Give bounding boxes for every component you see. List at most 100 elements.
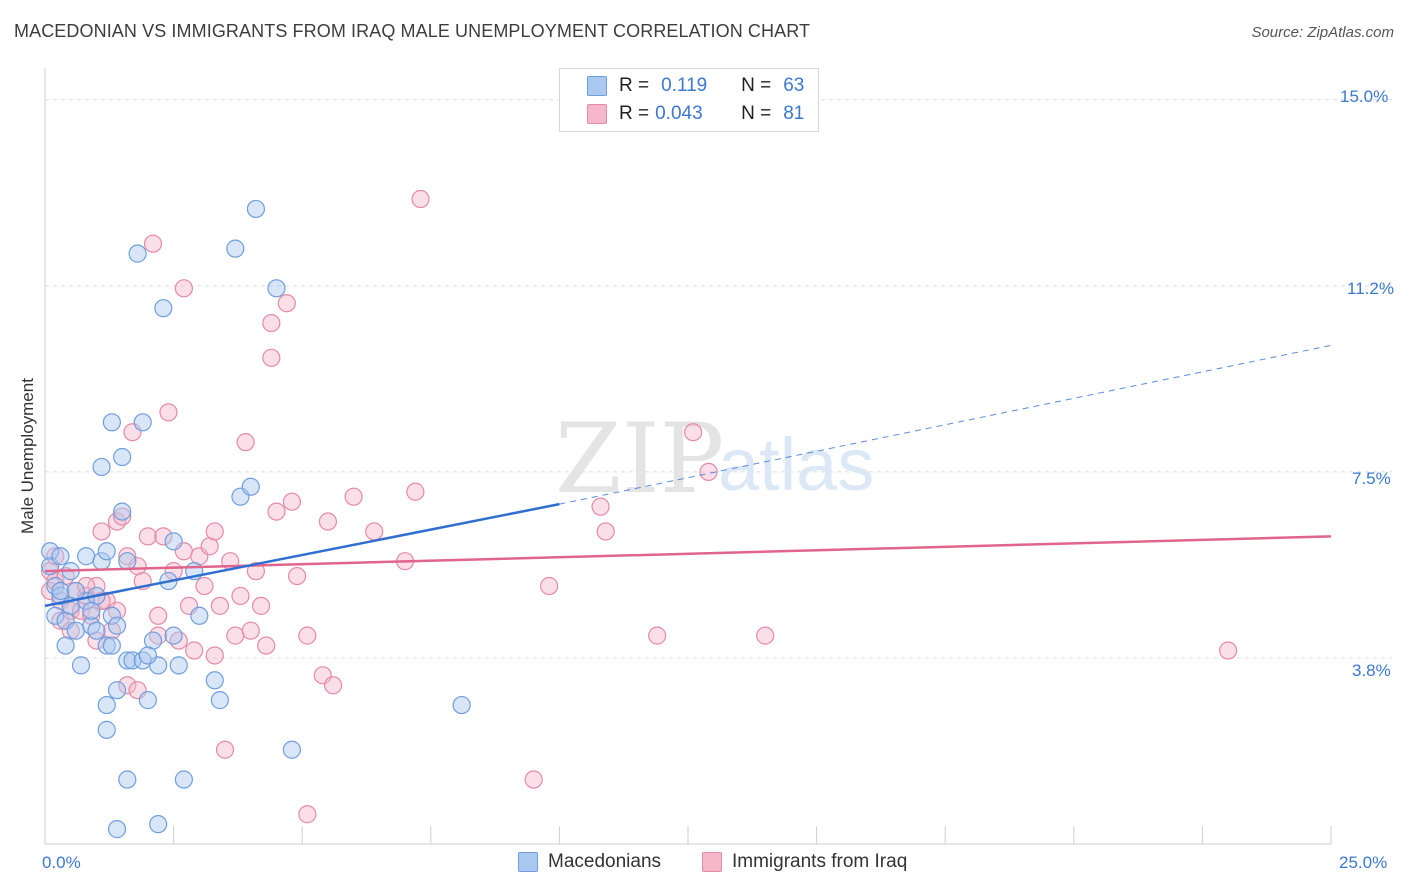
macedonian-point bbox=[190, 606, 209, 625]
n-value: 63 bbox=[783, 75, 805, 96]
iraq-trend-line bbox=[44, 535, 1332, 573]
chart-title: MACEDONIAN VS IMMIGRANTS FROM IRAQ MALE … bbox=[14, 21, 811, 41]
iraq-point bbox=[174, 279, 193, 298]
macedonian-point bbox=[226, 239, 245, 258]
iraq-point bbox=[154, 527, 173, 546]
r-label: R = bbox=[619, 75, 650, 96]
iraq-point bbox=[262, 313, 281, 333]
macedonian-point bbox=[174, 770, 193, 789]
macedonian-point bbox=[154, 299, 173, 318]
iraq-point bbox=[591, 497, 610, 516]
iraq-point bbox=[205, 522, 224, 541]
legend-row-iraq: R = 0.043 N = 81 bbox=[560, 101, 804, 127]
macedonian-point bbox=[102, 413, 121, 432]
macedonian-point bbox=[452, 695, 471, 715]
iraq-point bbox=[298, 626, 317, 645]
macedonian-point bbox=[102, 636, 121, 655]
macedonian-point bbox=[138, 646, 157, 665]
iraq-point bbox=[406, 482, 425, 501]
iraq-point bbox=[118, 676, 137, 695]
macedonian-point bbox=[133, 413, 152, 432]
y-tick-label: 11.2% bbox=[1347, 279, 1394, 298]
legend-macedonians: Macedonians bbox=[518, 851, 661, 873]
iraq-point bbox=[138, 527, 157, 546]
legend-macedonians-label: Macedonians bbox=[548, 851, 662, 872]
iraq-point bbox=[113, 507, 132, 526]
macedonian-point bbox=[241, 477, 260, 496]
macedonian-point bbox=[107, 681, 127, 700]
iraq-point bbox=[282, 492, 302, 511]
iraq-point bbox=[298, 805, 317, 824]
macedonian-point bbox=[97, 720, 116, 739]
macedonian-point bbox=[97, 636, 116, 655]
macedonian-point bbox=[282, 740, 302, 759]
iraq-point bbox=[251, 596, 271, 615]
iraq-point bbox=[231, 586, 250, 606]
iraq-point bbox=[149, 626, 168, 645]
y-tick-label: 3.8% bbox=[1352, 661, 1391, 680]
iraq-point bbox=[92, 522, 111, 541]
iraq-point bbox=[169, 631, 188, 650]
macedonian-point bbox=[66, 621, 85, 640]
macedonian-point bbox=[138, 691, 157, 710]
macedonian-point bbox=[118, 552, 137, 571]
macedonian-point bbox=[97, 695, 116, 715]
iraq-point bbox=[185, 641, 204, 660]
iraq-point bbox=[149, 606, 168, 625]
macedonian-point bbox=[118, 651, 137, 670]
macedonian-point bbox=[51, 581, 70, 601]
iraq-point bbox=[205, 646, 224, 665]
zipatlas-watermark: ZIP atlas bbox=[555, 403, 874, 515]
iraq-point bbox=[257, 636, 276, 655]
macedonian-point bbox=[246, 199, 266, 219]
iraq-point bbox=[226, 626, 245, 645]
macedonian-point bbox=[82, 616, 101, 635]
iraq-point bbox=[107, 512, 127, 531]
x-min-label: 0.0% bbox=[42, 853, 81, 872]
macedonian-trend-line bbox=[44, 502, 560, 608]
macedonian-point bbox=[169, 656, 188, 675]
iraq-point bbox=[524, 770, 543, 789]
macedonian-point bbox=[164, 626, 183, 645]
trend-lines bbox=[44, 344, 1332, 608]
macedonian-point bbox=[102, 606, 121, 625]
macedonian-point bbox=[118, 770, 137, 789]
iraq-point bbox=[159, 403, 178, 422]
macedonian-point bbox=[92, 457, 111, 477]
macedonian-point bbox=[97, 542, 116, 561]
iraq-point bbox=[684, 423, 703, 442]
macedonian-point bbox=[210, 691, 229, 710]
iraq-point bbox=[596, 522, 615, 541]
legend-iraq: Immigrants from Iraq bbox=[702, 851, 907, 873]
macedonian-point bbox=[107, 616, 127, 635]
macedonian-point bbox=[267, 279, 286, 298]
n-label: N = bbox=[741, 103, 772, 124]
iraq-point bbox=[344, 487, 363, 506]
iraq-point bbox=[1219, 641, 1238, 660]
iraq-point bbox=[365, 522, 384, 541]
macedonian-point bbox=[56, 636, 75, 655]
iraq-point bbox=[699, 462, 718, 482]
iraq-point bbox=[107, 601, 127, 620]
y-tick-label: 15.0% bbox=[1340, 87, 1389, 106]
iraq-point bbox=[540, 576, 559, 596]
pink-swatch-icon bbox=[702, 852, 722, 872]
iraq-point bbox=[648, 626, 667, 645]
x-axis-ticks bbox=[44, 826, 1332, 844]
macedonian-point bbox=[149, 815, 168, 834]
stats-legend: R = 0.119 N = 63 R = 0.043 N = 81 bbox=[559, 68, 819, 132]
iraq-point bbox=[411, 189, 430, 209]
iraq-point bbox=[143, 234, 163, 253]
iraq-point bbox=[246, 562, 266, 581]
r-value: 0.119 bbox=[661, 75, 708, 96]
iraq-point bbox=[287, 566, 307, 586]
iraq-points bbox=[41, 189, 1238, 824]
blue-swatch-icon bbox=[518, 852, 538, 872]
macedonian-point bbox=[46, 606, 65, 625]
n-label: N = bbox=[741, 75, 772, 96]
iraq-point bbox=[277, 294, 296, 313]
iraq-point bbox=[118, 547, 137, 566]
iraq-point bbox=[323, 676, 343, 695]
r-value: 0.043 bbox=[655, 103, 703, 124]
iraq-point bbox=[241, 621, 260, 640]
